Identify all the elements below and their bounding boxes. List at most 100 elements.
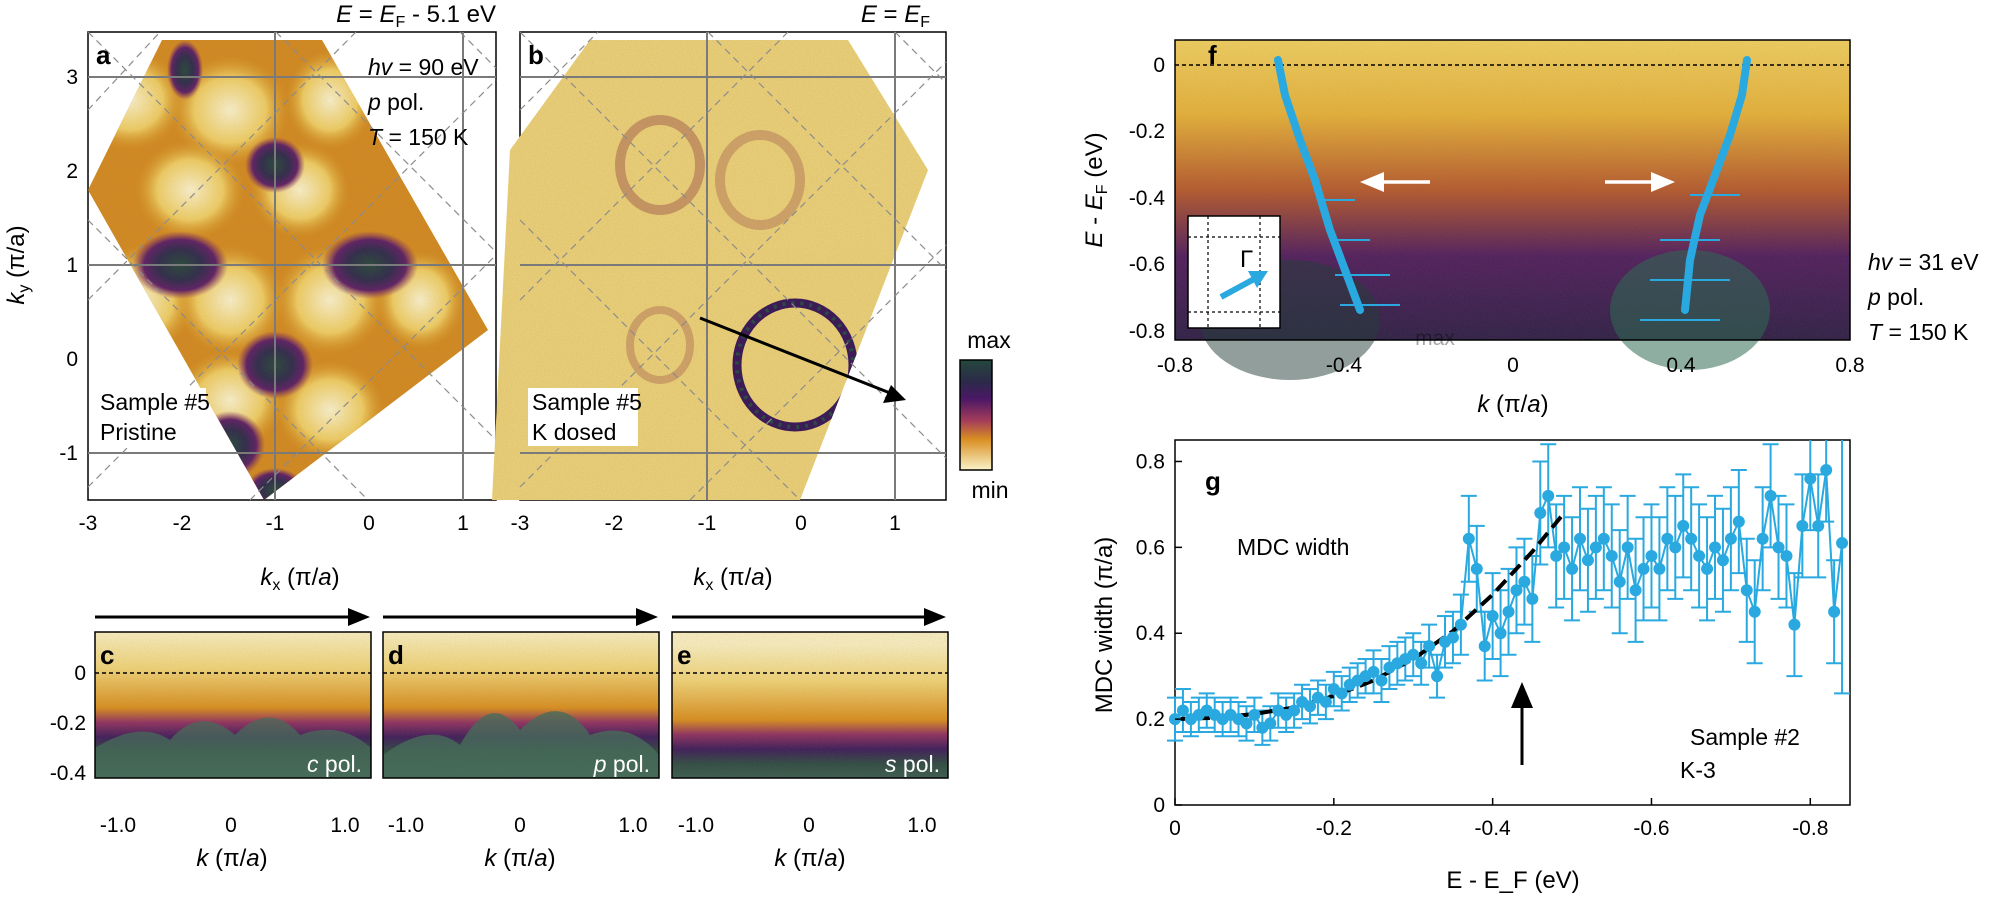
panels-cde-ytick: -0.4: [50, 762, 87, 785]
panels-cde: c d e c pol. p pol. s pol. 0 -0.2 -0.4 -…: [50, 608, 949, 872]
data-point: [1550, 549, 1563, 562]
data-point: [1462, 532, 1475, 545]
panel-c-xlabel: k (π/a): [196, 845, 267, 872]
colorbar-max-label: max: [967, 327, 1011, 353]
panel-e-arrowhead: [924, 608, 946, 626]
panel-a-ytick: 2: [66, 160, 78, 183]
panel-a-label-box: [96, 388, 206, 446]
panel-b-xtick: 0: [795, 512, 807, 535]
panel-b-xtick: 1: [889, 512, 901, 535]
panel-f-inset: Γ: [1187, 215, 1281, 329]
data-point: [1240, 717, 1253, 730]
panel-f-ytick: -0.6: [1129, 253, 1165, 276]
panel-a-ytick: 1: [66, 254, 78, 277]
panel-d-arrowhead: [636, 608, 658, 626]
data-point: [1319, 695, 1332, 708]
panel-g-marker-arrowhead: [1511, 682, 1533, 708]
panel-e-xlabel: k (π/a): [774, 845, 845, 872]
data-point: [1264, 717, 1277, 730]
panel-a-ytick: 0: [66, 348, 78, 371]
data-point: [1415, 657, 1428, 670]
panel-d-pol: p pol.: [593, 751, 650, 777]
data-point: [1645, 549, 1658, 562]
panel-a-state: Pristine: [100, 419, 177, 445]
data-point: [1613, 575, 1626, 588]
y-tick-label: 0.2: [1136, 708, 1165, 731]
panels-cde-ytick: -0.2: [50, 712, 86, 735]
data-point: [1740, 584, 1753, 597]
panel-c-xtick: 1.0: [330, 814, 359, 837]
data-point: [1716, 554, 1729, 567]
panel-f-hv: hv = 31 eV: [1868, 249, 1979, 275]
data-point: [1796, 519, 1809, 532]
panel-a-xtick: -1: [266, 512, 285, 535]
data-point: [1621, 541, 1634, 554]
data-point: [1605, 549, 1618, 562]
panel-b-cut-arrowhead: [883, 385, 906, 403]
data-point: [1669, 541, 1682, 554]
data-point: [1732, 515, 1745, 528]
panel-b: b Sample #5 K dosed E = EF -3 -2 -1 0 1 …: [492, 1, 947, 594]
panel-g-points: [1169, 464, 1849, 734]
panel-d-frame: [382, 631, 660, 779]
panel-d-xtick: 0: [514, 814, 526, 837]
panel-a-sample: Sample #5: [100, 389, 210, 415]
panel-a-xtick: 1: [457, 512, 469, 535]
data-point: [1804, 472, 1817, 485]
data-point: [1486, 610, 1499, 623]
data-point: [1701, 562, 1714, 575]
data-point: [1812, 519, 1825, 532]
data-point: [1685, 532, 1698, 545]
panel-d-xlabel: k (π/a): [484, 845, 555, 872]
x-tick-label: 0: [1169, 817, 1181, 840]
panel-f-xticks: -0.8 -0.4 0 0.4 0.8: [1157, 354, 1865, 377]
panel-g-yticks: 0 0.2 0.4 0.6 0.8: [1136, 450, 1182, 817]
y-tick-label: 0: [1153, 794, 1165, 817]
panel-b-zone-lines: [519, 31, 947, 501]
colorbar-scale: [959, 359, 993, 471]
data-point: [1677, 519, 1690, 532]
panel-g-dose: K-3: [1680, 757, 1716, 783]
data-point: [1446, 631, 1459, 644]
panel-b-grid: [520, 32, 946, 500]
panel-f-band-right: [1681, 56, 1751, 314]
panel-c-map: [95, 632, 371, 778]
panel-e-frame: [671, 631, 949, 779]
x-tick-label: -0.2: [1316, 817, 1352, 840]
panel-c-xtick: 0: [225, 814, 237, 837]
panel-b-xtick: -1: [698, 512, 717, 535]
panel-g-ylabel: MDC width (π/a): [1091, 537, 1118, 714]
x-tick-label: -0.6: [1633, 817, 1669, 840]
panel-a-xtick: -3: [79, 512, 98, 535]
panel-b-cut-line: [699, 316, 891, 395]
data-point: [1693, 549, 1706, 562]
data-point: [1653, 562, 1666, 575]
panel-f-faint-label: max: [1415, 327, 1455, 350]
panel-e-xtick: 0: [803, 814, 815, 837]
panel-a: a hv = 90 eV p pol. T = 150 K Sample #5 …: [3, 1, 497, 594]
data-point: [1566, 562, 1579, 575]
data-point: [1304, 700, 1316, 713]
colorbar-min-label: min: [971, 477, 1008, 503]
colorbar: max min: [959, 327, 1011, 503]
panel-c-frame: [94, 631, 372, 779]
panel-d-map: [383, 632, 659, 778]
data-point: [1836, 537, 1849, 550]
panel-b-label-box: [528, 388, 638, 446]
data-point: [1431, 670, 1444, 683]
panel-a-letter: a: [96, 40, 111, 70]
data-point: [1764, 489, 1777, 502]
panel-f-xtick: -0.4: [1326, 354, 1363, 377]
panel-f-xtick: 0.8: [1835, 354, 1864, 377]
data-point: [1748, 605, 1761, 618]
panel-f-xtick: -0.8: [1157, 354, 1193, 377]
data-point: [1709, 541, 1721, 554]
panel-f-inset-arrow: [1219, 275, 1258, 300]
panel-b-xticks: -3 -2 -1 0 1: [511, 512, 901, 535]
panel-f-letter: f: [1208, 40, 1217, 70]
data-point: [1534, 507, 1547, 519]
data-point: [1597, 532, 1610, 545]
data-point: [1629, 584, 1642, 597]
panel-c-pol: c pol.: [307, 751, 362, 777]
